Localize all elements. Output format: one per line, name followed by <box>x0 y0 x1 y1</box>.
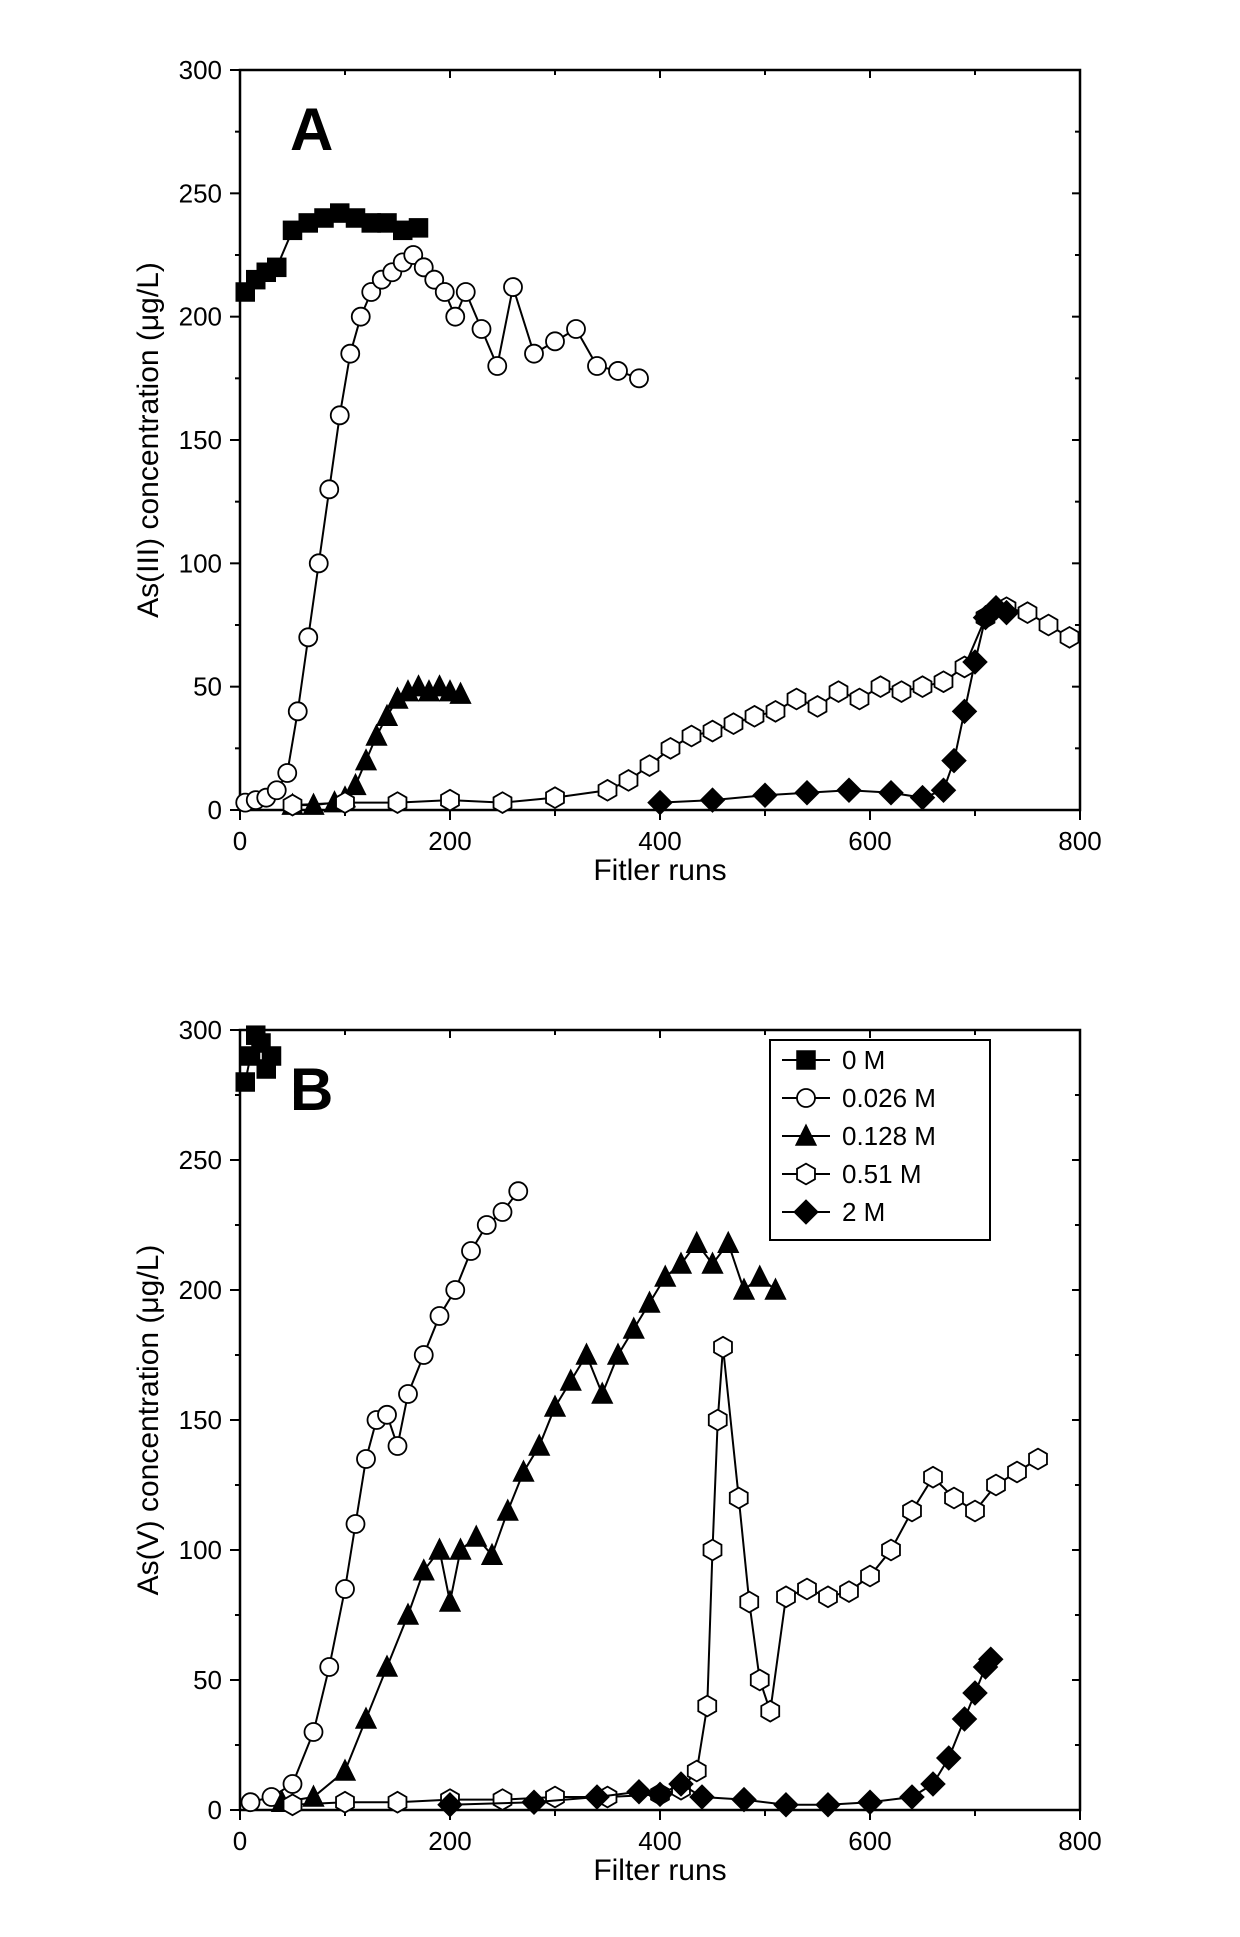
legend-label: 2 M <box>842 1197 885 1227</box>
panel-label: B <box>290 1056 333 1123</box>
ytick-label: 100 <box>179 1535 222 1565</box>
ytick-label: 250 <box>179 1145 222 1175</box>
ytick-label: 300 <box>179 1015 222 1045</box>
ytick-label: 300 <box>179 55 222 85</box>
ytick-label: 100 <box>179 548 222 578</box>
ytick-label: 50 <box>193 672 222 702</box>
chart-b-container: 0 200 400 600 800 0 50 100 150 200 250 300 Filter ru… <box>130 1000 1110 1900</box>
xtick-label: 0 <box>233 826 247 856</box>
xtick-label: 800 <box>1058 1826 1101 1856</box>
y-axis-title: As(III) concentration (μg/L) <box>132 262 165 618</box>
series-line-0.128M <box>293 687 461 805</box>
legend-label: 0.128 M <box>842 1121 936 1151</box>
legend-label: 0.026 M <box>842 1083 936 1113</box>
xtick-label: 400 <box>638 1826 681 1856</box>
xtick-label: 0 <box>233 1826 247 1856</box>
chart-a-svg: 0 200 400 600 800 0 50 100 150 200 250 300 Fitler ru… <box>130 40 1110 900</box>
x-axis-title: Fitler runs <box>593 854 726 887</box>
series-line-0.51M <box>293 608 1070 805</box>
xtick-label: 600 <box>848 1826 891 1856</box>
chart-b-svg: 0 200 400 600 800 0 50 100 150 200 250 300 Filter ru… <box>130 1000 1110 1900</box>
ytick-label: 150 <box>179 1405 222 1435</box>
xtick-label: 200 <box>428 1826 471 1856</box>
xtick-label: 800 <box>1058 826 1101 856</box>
ytick-label: 0 <box>208 1795 222 1825</box>
ytick-label: 50 <box>193 1665 222 1695</box>
legend-label: 0.51 M <box>842 1159 922 1189</box>
ytick-label: 200 <box>179 302 222 332</box>
panel-label: A <box>290 96 333 163</box>
xtick-label: 400 <box>638 826 681 856</box>
series-line-0.026M <box>251 1191 519 1802</box>
series-line-2M <box>660 608 1007 803</box>
x-axis-title: Filter runs <box>593 1854 726 1887</box>
xtick-label: 600 <box>848 826 891 856</box>
ytick-label: 0 <box>208 795 222 825</box>
ytick-label: 200 <box>179 1275 222 1305</box>
y-axis-title: As(V) concentration (μg/L) <box>132 1245 165 1596</box>
ytick-label: 250 <box>179 178 222 208</box>
legend-label: 0 M <box>842 1045 885 1075</box>
series-line-2M <box>450 1659 991 1805</box>
ytick-label: 150 <box>179 425 222 455</box>
xtick-label: 200 <box>428 826 471 856</box>
chart-a-container: 0 200 400 600 800 0 50 100 150 200 250 300 Fitler ru… <box>130 40 1110 900</box>
